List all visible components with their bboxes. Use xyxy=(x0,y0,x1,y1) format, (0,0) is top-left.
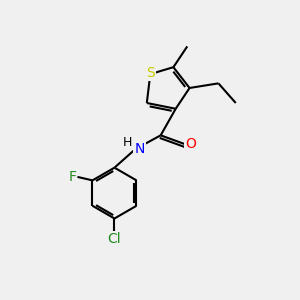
Text: N: N xyxy=(134,142,145,156)
Text: F: F xyxy=(68,170,76,184)
Text: S: S xyxy=(146,66,155,80)
Text: O: O xyxy=(185,137,196,151)
Text: H: H xyxy=(122,136,132,149)
Text: Cl: Cl xyxy=(108,232,121,246)
